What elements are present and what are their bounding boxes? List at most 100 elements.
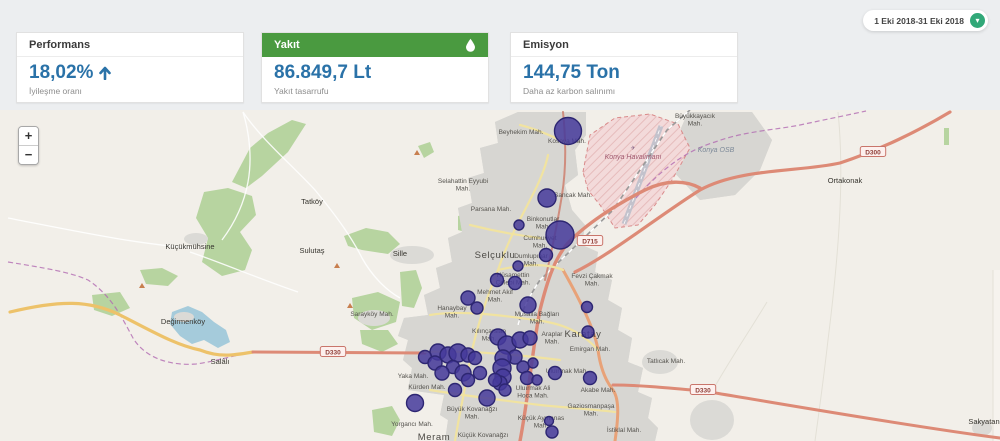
data-bubble[interactable] <box>580 300 594 314</box>
data-bubble[interactable] <box>478 389 496 407</box>
map-label: Cumhuriyet Mah. <box>523 235 556 250</box>
droplet-icon <box>466 38 475 52</box>
forest-areas <box>92 120 949 436</box>
map-label: Ortakonak <box>828 176 863 185</box>
road-badge <box>319 346 347 357</box>
date-range-picker[interactable]: 1 Eki 2018-31 Eki 2018 ▾ <box>863 10 988 31</box>
map-label: Büyük Kovanağzı Mah. <box>447 406 498 421</box>
map-label: Selçuklu <box>475 250 516 261</box>
map-label: Konya Havalimanı <box>605 154 662 161</box>
map-label: İstiklal Mah. <box>607 425 642 434</box>
data-bubble[interactable] <box>519 296 537 314</box>
svg-text:D300: D300 <box>865 149 881 156</box>
map-label: Küçük Kovanağzı <box>458 432 509 439</box>
map-label: Araplar Mah. <box>542 331 564 346</box>
card-performans-value: 18,02% <box>29 62 94 83</box>
map-label: Mehmet Akif Mah. <box>477 289 513 304</box>
map-label: Sille <box>393 249 407 258</box>
data-bubble[interactable] <box>447 382 463 398</box>
card-yakit-value: 86.849,7 Lt <box>274 62 372 83</box>
card-performans[interactable]: Performans 18,02% İyileşme oranı <box>16 32 244 103</box>
road-badge <box>576 235 604 246</box>
airport-area <box>582 113 691 229</box>
data-bubble[interactable] <box>545 425 559 439</box>
map-label: Parsana Mah. <box>471 206 512 213</box>
map-label: Sancak Mah. <box>554 192 592 199</box>
data-bubble[interactable] <box>460 372 476 388</box>
peak-icons <box>139 150 420 308</box>
card-emisyon-title: Emisyon <box>511 33 737 57</box>
map-label: Küçük Aymanas Mah. <box>518 415 565 430</box>
map-label: Değirmenköy <box>161 317 205 326</box>
map-canvas[interactable]: ✈ Küçükmühsine Tatköy Sulutaş Sille Değirmen… <box>0 110 1000 441</box>
card-emisyon-value: 144,75 Ton <box>523 62 620 83</box>
map-label: Akabe Mah. <box>581 387 616 394</box>
data-bubble[interactable] <box>512 260 524 272</box>
data-bubble[interactable] <box>527 357 539 369</box>
map-label: Binkonutlar Mah. <box>527 216 560 231</box>
card-performans-subtitle: İyileşme oranı <box>29 85 82 96</box>
chevron-down-icon[interactable]: ▾ <box>970 13 985 28</box>
map-label: Tatlıcak Mah. <box>647 358 685 365</box>
data-bubble[interactable] <box>519 370 535 386</box>
card-emisyon-subtitle: Daha az karbon salınımı <box>523 85 616 96</box>
card-performans-value-row: 18,02% <box>29 62 231 84</box>
data-bubble[interactable] <box>434 365 450 381</box>
data-bubble[interactable] <box>470 301 484 315</box>
map-label: Gaziosmanpaşa Mah. <box>568 403 615 418</box>
map-label: Tatköy <box>301 197 323 206</box>
airplane-icon: ✈ <box>630 145 635 152</box>
map-svg: ✈ Küçükmühsine Tatköy Sulutaş Sille Değirmen… <box>0 110 1000 441</box>
data-bubble[interactable] <box>543 415 555 427</box>
map-label: Hanaybay Mah. <box>437 305 467 320</box>
arrow-up-icon <box>99 66 112 80</box>
map-label: Dumlupınar Mah. <box>514 253 548 268</box>
data-bubble[interactable] <box>531 374 543 386</box>
data-bubble[interactable] <box>522 330 538 346</box>
map-label: Yorgancı Mah. <box>391 421 433 428</box>
map-label: Selahattin Eyyubi Mah. <box>438 178 488 193</box>
map-label: Uluırmak Ali Hoca Mah. <box>516 385 551 400</box>
data-bubble[interactable] <box>460 290 476 306</box>
card-yakit-title: Yakıt <box>274 38 300 51</box>
data-bubble[interactable] <box>581 325 595 339</box>
data-bubble[interactable] <box>498 383 512 397</box>
card-performans-title: Performans <box>17 33 243 57</box>
admin-boundary <box>7 110 867 365</box>
map-label: Kürden Mah. <box>408 384 445 391</box>
data-bubble[interactable] <box>553 116 583 146</box>
data-bubble[interactable] <box>489 272 505 288</box>
data-bubble[interactable] <box>547 365 563 381</box>
field-lines <box>713 111 842 441</box>
data-bubble[interactable] <box>405 393 425 413</box>
data-bubble[interactable] <box>467 350 483 366</box>
map-label: Büyükkayacık Mah. <box>675 113 716 128</box>
map-label: Emirgan Mah. <box>570 346 611 353</box>
data-bubble[interactable] <box>487 372 503 388</box>
map-label: Beyhekim Mah. <box>499 129 544 136</box>
card-yakit[interactable]: Yakıt 86.849,7 Lt Yakıt tasarrufu <box>261 32 489 103</box>
map-label: Fevzi Çakmak Mah. <box>571 273 613 288</box>
map-label: Yaka Mah. <box>398 373 429 380</box>
zoom-in-button[interactable]: + <box>19 127 38 145</box>
card-emisyon[interactable]: Emisyon 144,75 Ton Daha az karbon salını… <box>510 32 738 103</box>
rural-roads <box>7 111 401 299</box>
zoom-out-button[interactable]: − <box>19 145 38 164</box>
data-bubble[interactable] <box>472 365 488 381</box>
date-range-label: 1 Eki 2018-31 Eki 2018 <box>874 15 964 26</box>
data-bubble[interactable] <box>582 370 598 386</box>
map-label: Sarayköy Mah. <box>350 311 394 318</box>
data-bubble[interactable] <box>537 188 557 208</box>
map-zoom-control: + − <box>18 126 39 165</box>
map-label: Musalla Bağları Mah. <box>515 311 560 326</box>
data-bubble[interactable] <box>507 275 523 291</box>
map-label: Uluırmak Mah. <box>546 368 588 375</box>
svg-text:D715: D715 <box>582 238 598 245</box>
svg-text:D330: D330 <box>695 387 711 394</box>
data-bubble[interactable] <box>513 219 525 231</box>
data-bubble[interactable] <box>545 220 575 250</box>
map-label: Konya OSB <box>698 147 735 154</box>
map-labels: Küçükmühsine Tatköy Sulutaş Sille Değirmenkö… <box>161 113 1000 441</box>
data-bubble[interactable] <box>538 247 554 263</box>
map-label: Kılınçarslan Mah. <box>472 328 506 343</box>
